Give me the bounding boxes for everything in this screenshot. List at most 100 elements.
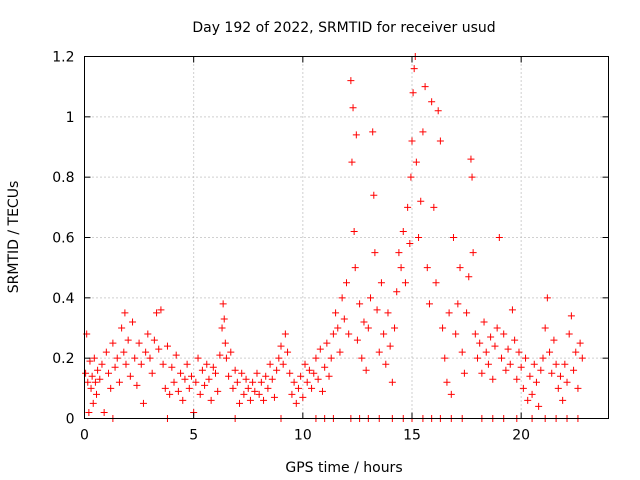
data-point: [266, 360, 274, 368]
data-point: [87, 384, 95, 392]
data-point: [244, 384, 252, 392]
data-point: [471, 330, 479, 338]
data-point: [161, 384, 169, 392]
data-point: [318, 387, 326, 395]
data-point: [407, 173, 415, 181]
data-point: [207, 396, 215, 404]
data-point: [290, 378, 298, 386]
data-point: [565, 330, 573, 338]
data-point: [187, 372, 195, 380]
x-tick-label: 15: [403, 428, 421, 444]
data-point: [519, 384, 527, 392]
data-point: [122, 360, 130, 368]
data-point: [447, 390, 455, 398]
data-point: [262, 372, 270, 380]
data-point: [541, 324, 549, 332]
data-point: [118, 324, 126, 332]
data-point: [384, 309, 392, 317]
x-tick-label: 20: [512, 428, 530, 444]
data-point: [264, 384, 272, 392]
data-point: [277, 342, 285, 350]
data-point: [286, 369, 294, 377]
data-point: [273, 366, 281, 374]
data-point: [340, 315, 348, 323]
data-point: [148, 369, 156, 377]
data-point: [421, 83, 429, 91]
data-point: [476, 339, 484, 347]
data-point: [268, 375, 276, 383]
data-point: [325, 372, 333, 380]
data-point: [137, 360, 145, 368]
data-point: [552, 360, 560, 368]
data-point: [465, 273, 473, 281]
data-point: [82, 369, 90, 377]
data-point: [515, 348, 523, 356]
data-point: [469, 249, 477, 257]
data-point: [231, 366, 239, 374]
data-point: [548, 369, 556, 377]
data-point: [329, 330, 337, 338]
data-point: [109, 339, 117, 347]
data-point: [511, 336, 519, 344]
data-point: [255, 390, 263, 398]
data-point: [467, 155, 475, 163]
data-point: [382, 360, 390, 368]
data-point: [430, 203, 438, 211]
data-point: [270, 393, 278, 401]
data-point: [415, 234, 423, 241]
data-point: [281, 330, 289, 338]
data-point: [303, 378, 311, 386]
data-point: [395, 249, 403, 257]
data-point: [220, 315, 228, 323]
data-point: [502, 366, 510, 374]
data-point: [196, 390, 204, 398]
data-point: [336, 348, 344, 356]
data-point: [205, 375, 213, 383]
data-point: [404, 203, 412, 211]
data-point: [179, 396, 187, 404]
data-point: [183, 360, 191, 368]
data-point: [133, 381, 141, 389]
data-point: [574, 384, 582, 392]
data-point: [323, 339, 331, 347]
data-point: [260, 396, 268, 404]
data-point: [535, 402, 543, 410]
data-point: [159, 360, 167, 368]
data-point: [417, 197, 425, 205]
data-point: [449, 234, 457, 241]
data-point: [221, 339, 229, 347]
data-point: [338, 294, 346, 302]
data-point: [364, 324, 372, 332]
data-point: [229, 384, 237, 392]
data-point: [157, 306, 165, 314]
data-point: [192, 378, 200, 386]
axis-ticks: 0 5 10 15 20 0 0.2 0.4 0.6 0.8 1 1.2: [52, 50, 609, 444]
data-point: [111, 363, 119, 371]
data-point: [225, 372, 233, 380]
data-point: [168, 363, 176, 371]
data-point: [399, 227, 407, 235]
data-point: [550, 336, 558, 344]
data-point: [135, 339, 143, 347]
data-point: [563, 378, 571, 386]
data-point: [98, 360, 106, 368]
data-point: [375, 348, 383, 356]
data-point: [321, 363, 329, 371]
data-point: [419, 128, 427, 136]
data-point: [150, 336, 158, 344]
data-point: [316, 345, 324, 353]
data-point: [219, 300, 227, 308]
data-point: [242, 375, 250, 383]
data-point: [115, 378, 123, 386]
data-point: [113, 354, 121, 362]
data-point: [334, 324, 342, 332]
data-point: [397, 264, 405, 272]
data-point: [567, 312, 575, 320]
y-tick-label: 0: [66, 412, 75, 428]
data-point: [94, 366, 102, 374]
data-point: [155, 345, 163, 353]
data-point: [388, 378, 396, 386]
data-point: [423, 264, 431, 272]
data-point: [212, 369, 219, 377]
data-point: [90, 354, 98, 362]
